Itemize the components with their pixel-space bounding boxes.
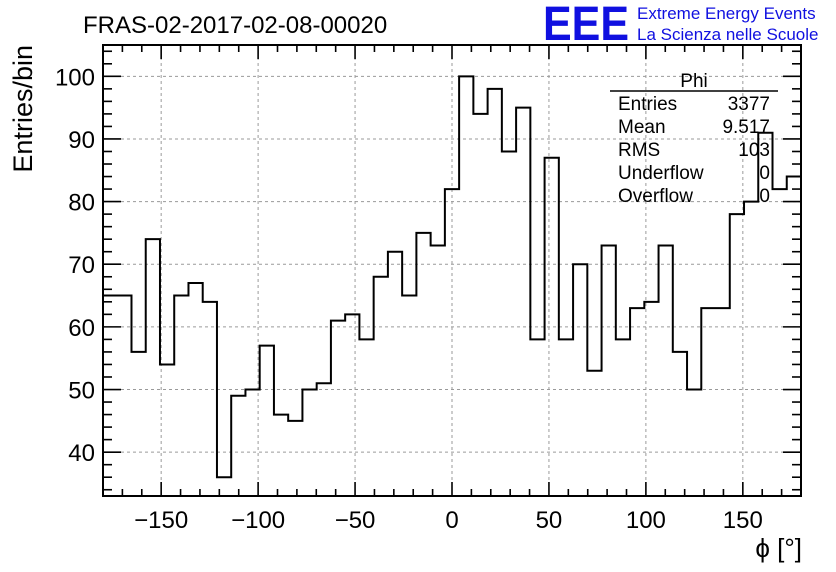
histogram-bin [174,296,188,496]
histogram-line [103,75,801,479]
histogram-bin [701,308,715,496]
histogram-bin [587,371,601,496]
histogram-bin [616,339,630,496]
histogram-bin [687,390,701,496]
y-axis-label: Entries/bin [8,45,38,173]
histogram-bin [730,214,744,496]
x-tick-label: 0 [445,507,458,534]
histogram-bin [131,352,145,496]
histogram-bin [459,76,473,496]
stats-label: RMS [618,140,660,161]
histogram-bin [402,296,416,496]
grid-lines [103,45,801,496]
histogram-bin [231,396,245,496]
histogram-bin [302,390,316,496]
stats-value: 0 [759,186,770,207]
histogram-bin [744,202,758,496]
histogram-bin [573,264,587,496]
histogram-bin [431,245,445,496]
histogram-bin [188,283,202,496]
x-tick-label: −100 [231,507,285,534]
histogram-bin [602,245,616,496]
chart-title: FRAS-02-2017-02-08-00020 [83,12,387,39]
stats-value: 3377 [728,94,770,115]
stats-rows: Entries 3377 Mean 9.517 RMS 103 Underflow 0 Over… [618,94,770,207]
y-tick-label: 90 [68,127,95,154]
histogram-bin [331,321,345,496]
stats-label: Overflow [618,186,693,207]
histogram-bin [274,415,288,496]
histogram-bin [488,89,502,496]
histogram-bin [530,339,544,496]
stats-box: Phi Entries 3377 Mean 9.517 RMS 103 Underflow 0… [610,71,778,207]
histogram-bin [473,114,487,496]
x-tick-label: 150 [723,507,763,534]
histogram-bin [787,177,801,496]
histogram-bin [502,151,516,496]
logo-line-2: La Scienza nelle Scuole [637,25,818,44]
histogram-bin [773,189,787,496]
histogram-bin [103,296,117,496]
y-tick-label: 70 [68,252,95,279]
histogram-bin [416,233,430,496]
stats-value: 103 [738,140,770,161]
stats-label: Mean [618,117,666,138]
stats-title: Phi [680,71,707,92]
y-tick-label: 60 [68,315,95,342]
histogram-bin [559,339,573,496]
eee-logo-mark: EEE [543,0,629,51]
stats-label: Entries [618,94,677,115]
histogram-bin [630,308,644,496]
histogram-series [103,75,801,496]
y-tick-label: 80 [68,190,95,217]
x-tick-label: 100 [626,507,666,534]
x-tick-label: −150 [134,507,188,534]
axis-ticks [103,45,801,496]
histogram-bin [359,339,373,496]
histogram-bin [288,421,302,496]
histogram-bin [260,346,274,496]
histogram-bin [117,296,131,496]
histogram-bin [388,252,402,496]
x-tick-label: 50 [536,507,563,534]
histogram-bin [445,189,459,496]
eee-logo: EEE Extreme Energy Events La Scienza nel… [543,0,818,51]
histogram-bin [160,364,174,496]
stats-label: Underflow [618,163,704,184]
histogram-bin [146,239,160,496]
stats-value: 0 [759,163,770,184]
histogram-bin [644,302,658,496]
histogram-bin [545,158,559,496]
x-tick-label: −50 [335,507,376,534]
histogram-bin [317,383,331,496]
histogram-bin [245,390,259,496]
histogram-bin [673,352,687,496]
histogram-bin [716,308,730,496]
y-tick-label: 40 [68,440,95,467]
histogram-bin [516,108,530,496]
histogram-bin [374,277,388,496]
y-tick-label: 50 [68,378,95,405]
x-axis-label: ϕ [°] [755,533,802,563]
tick-labels: −150 −100 −50 0 50 100 150 40 50 60 70 80 90 100 [55,64,763,534]
histogram-bin [345,314,359,496]
logo-line-1: Extreme Energy Events [637,4,816,23]
histogram-bin [659,245,673,496]
histogram-bin [203,302,217,496]
stats-value: 9.517 [722,117,770,138]
y-tick-label: 100 [55,64,95,91]
